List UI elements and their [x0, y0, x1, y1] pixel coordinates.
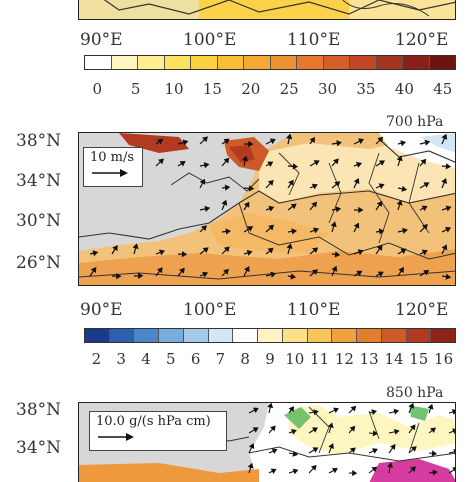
lon-tick-p1-110: 110°E [287, 30, 340, 50]
colorbar-label: 25 [280, 80, 299, 98]
colorbar-swatch [382, 329, 407, 342]
colorbar-swatch [357, 329, 382, 342]
colorbar-swatch [332, 329, 357, 342]
colorbar-swatch [110, 329, 135, 342]
colorbar-label: 35 [356, 80, 375, 98]
colorbar-swatch [134, 329, 159, 342]
colorbar-label: 3 [116, 350, 126, 368]
lat-tick-p3-34: 34°N [16, 438, 61, 458]
colorbar-label: 40 [395, 80, 414, 98]
map-panel-1 [78, 0, 456, 20]
colorbar-label: 7 [216, 350, 226, 368]
colorbar-label: 15 [203, 80, 222, 98]
lon-tick-p2-90: 90°E [80, 300, 123, 320]
colorbar-swatch [407, 329, 432, 342]
colorbar-swatch [191, 56, 218, 69]
colorbar-1-labels: 0 5 10 15 20 25 30 35 40 45 [84, 80, 456, 100]
colorbar-label: 4 [141, 350, 151, 368]
colorbar-swatch [165, 56, 192, 69]
colorbar-label: 9 [265, 350, 275, 368]
colorbar-swatch [403, 56, 430, 69]
lon-tick-p2-100: 100°E [183, 300, 236, 320]
colorbar-swatch [324, 56, 351, 69]
colorbar-swatch [209, 329, 234, 342]
colorbar-swatch [283, 329, 308, 342]
colorbar-label: 0 [93, 80, 103, 98]
colorbar-swatch [308, 329, 333, 342]
colorbar-label: 5 [131, 80, 141, 98]
colorbar-label: 10 [285, 350, 304, 368]
lat-tick-p2-26: 26°N [16, 253, 61, 273]
lat-tick-p2-30: 30°N [16, 211, 61, 231]
lat-tick-p2-38: 38°N [16, 131, 61, 151]
colorbar-swatch [159, 329, 184, 342]
colorbar-swatch [218, 56, 245, 69]
flux-reference-label: 10.0 g/(s hPa cm) [96, 414, 220, 429]
colorbar-swatch [271, 56, 298, 69]
reference-arrow-icon [96, 431, 136, 443]
colorbar-label: 45 [433, 80, 452, 98]
colorbar-swatch [85, 329, 110, 342]
colorbar-label: 14 [384, 350, 403, 368]
colorbar-swatch [377, 56, 404, 69]
colorbar-swatch [258, 329, 283, 342]
colorbar-swatch [233, 329, 258, 342]
lon-tick-p2-120: 120°E [395, 300, 448, 320]
colorbar-label: 16 [434, 350, 453, 368]
map-1-field [79, 0, 456, 20]
colorbar-label: 2 [92, 350, 102, 368]
colorbar-label: 6 [191, 350, 201, 368]
colorbar-label: 15 [409, 350, 428, 368]
colorbar-swatch [112, 56, 139, 69]
wind-reference-legend: 10 m/s [83, 147, 143, 187]
wind-reference-label: 10 m/s [90, 150, 136, 165]
lat-tick-p2-34: 34°N [16, 171, 61, 191]
colorbar-label: 11 [310, 350, 329, 368]
colorbar-label: 5 [166, 350, 176, 368]
colorbar-label: 30 [318, 80, 337, 98]
colorbar-2 [84, 328, 456, 343]
map-panel-3: 10.0 g/(s hPa cm) [78, 402, 456, 482]
vector-arrowhead [453, 410, 456, 414]
reference-arrow-icon [90, 167, 130, 179]
colorbar-label: 20 [241, 80, 260, 98]
colorbar-label: 10 [165, 80, 184, 98]
colorbar-swatch [430, 56, 456, 69]
colorbar-swatch [184, 329, 209, 342]
colorbar-swatch [85, 56, 112, 69]
colorbar-swatch [431, 329, 455, 342]
colorbar-1 [84, 55, 456, 70]
pressure-level-850: 850 hPa [386, 385, 443, 401]
lat-tick-p3-38: 38°N [16, 400, 61, 420]
colorbar-label: 13 [360, 350, 379, 368]
colorbar-swatch [350, 56, 377, 69]
pressure-level-700: 700 hPa [386, 114, 443, 130]
map-panel-2: 10 m/s [78, 132, 456, 286]
lon-tick-p1-100: 100°E [183, 30, 236, 50]
colorbar-label: 12 [335, 350, 354, 368]
colorbar-swatch [138, 56, 165, 69]
flux-reference-legend: 10.0 g/(s hPa cm) [89, 411, 227, 451]
colorbar-swatch [244, 56, 271, 69]
vector-arrowhead [454, 450, 456, 454]
lon-tick-p1-90: 90°E [80, 30, 123, 50]
lon-tick-p2-110: 110°E [287, 300, 340, 320]
colorbar-swatch [297, 56, 324, 69]
lon-tick-p1-120: 120°E [395, 30, 448, 50]
colorbar-label: 8 [240, 350, 250, 368]
